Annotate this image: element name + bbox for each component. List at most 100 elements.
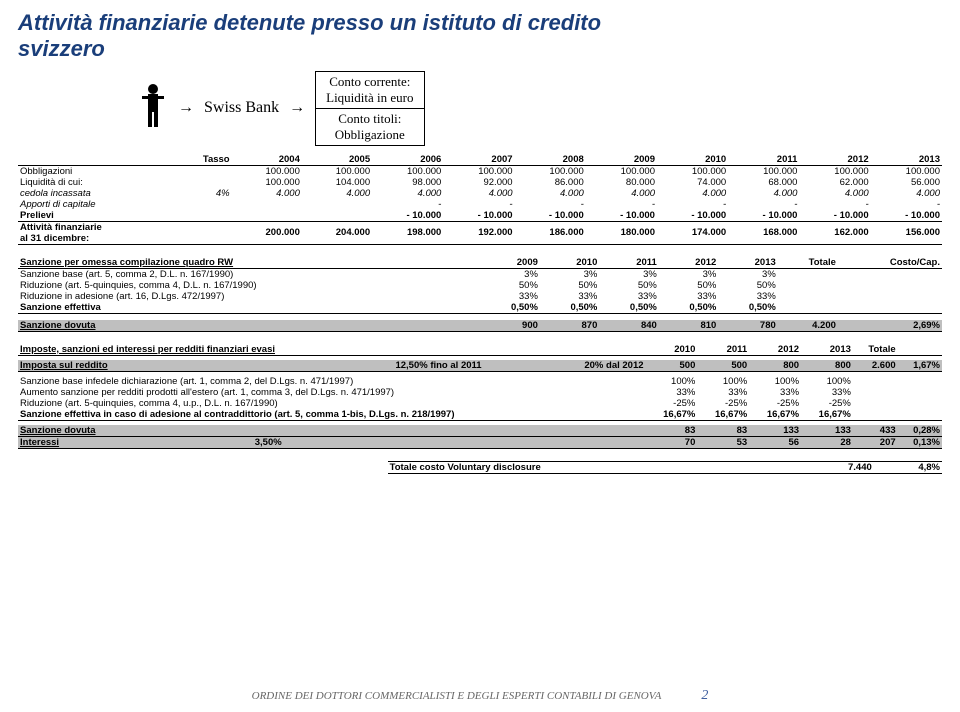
col-header (898, 344, 942, 356)
box-conto-titoli: Conto titoli:Obbligazione (315, 109, 424, 146)
cell: 4.000 (657, 188, 728, 199)
cell: 16,67% (749, 409, 801, 421)
cell: - (443, 199, 514, 210)
col-header: 2012 (749, 344, 801, 356)
cell: 4% (175, 188, 231, 199)
col-header: Sanzione per omessa compilazione quadro … (18, 257, 480, 269)
cell: 20% dal 2012 (484, 360, 646, 372)
col-header: Tasso (175, 154, 231, 166)
cell (898, 398, 942, 409)
sum-cell: Sanzione dovuta (18, 425, 646, 437)
cell: 4.000 (443, 188, 514, 199)
sum-cell: 156.000 (871, 221, 942, 244)
cell: - 10.000 (657, 210, 728, 222)
cell: 2.600 (853, 360, 898, 372)
cell: 33% (718, 291, 777, 302)
col-header: 2012 (659, 257, 718, 269)
cell: 68.000 (728, 177, 799, 188)
sum-cell: 70 (646, 436, 698, 448)
cell: 4.000 (515, 188, 586, 199)
cell: 100.000 (586, 165, 657, 177)
sum-cell: 174.000 (657, 221, 728, 244)
cell: 33% (599, 291, 658, 302)
footer-text: ORDINE DEI DOTTORI COMMERCIALISTI E DEGL… (252, 690, 662, 702)
cell (838, 302, 942, 314)
person-icon (138, 82, 168, 135)
footer: ORDINE DEI DOTTORI COMMERCIALISTI E DEGL… (0, 688, 960, 704)
cell: 33% (540, 291, 599, 302)
col-header: 2011 (599, 257, 658, 269)
col-header: 2011 (697, 344, 749, 356)
bank-label: Swiss Bank (204, 99, 279, 117)
col-header: 2009 (480, 257, 539, 269)
cell: - 10.000 (372, 210, 443, 222)
col-header: 2006 (372, 154, 443, 166)
cell (175, 199, 231, 210)
cell: 100% (646, 376, 698, 387)
cell: Apporti di capitale (18, 199, 175, 210)
cell: - (799, 199, 870, 210)
sum-cell: 186.000 (515, 221, 586, 244)
cell: 4.000 (372, 188, 443, 199)
arrow-icon: → (178, 99, 194, 117)
cell: 100.000 (443, 165, 514, 177)
cell: 100.000 (871, 165, 942, 177)
cell: -25% (749, 398, 801, 409)
cell: -25% (801, 398, 853, 409)
col-header: 2010 (540, 257, 599, 269)
cell (302, 210, 372, 222)
cell: -25% (697, 398, 749, 409)
col-header: 2010 (657, 154, 728, 166)
cell (302, 199, 372, 210)
cell (898, 376, 942, 387)
cell: Sanzione effettiva (18, 302, 480, 314)
cell: Liquidità di cui: (18, 177, 175, 188)
sum-cell: 870 (540, 320, 599, 332)
col-header: 2010 (646, 344, 698, 356)
sum-cell: 207 (853, 436, 898, 448)
col-header: Costo/Cap. (838, 257, 942, 269)
cell: 0,50% (718, 302, 777, 314)
cell: 33% (480, 291, 539, 302)
sum-label: Attività finanziarieal 31 dicembre: (18, 221, 175, 244)
cell: - (515, 199, 586, 210)
sum-cell: 180.000 (586, 221, 657, 244)
sum-cell: 168.000 (728, 221, 799, 244)
cell: Riduzione (art. 5-quinquies, comma 4, D.… (18, 280, 480, 291)
cell: cedola incassata (18, 188, 175, 199)
cell (778, 280, 838, 291)
sum-cell: 0,13% (898, 436, 942, 448)
cell: 33% (801, 387, 853, 398)
cell: 12,50% fino al 2011 (253, 360, 484, 372)
cell: 56.000 (871, 177, 942, 188)
cell: 16,67% (801, 409, 853, 421)
col-header: 2013 (871, 154, 942, 166)
sum-cell: 28 (801, 436, 853, 448)
cell: 50% (718, 280, 777, 291)
cell: 0,50% (599, 302, 658, 314)
arrow-icon: → (289, 99, 305, 117)
cell: 100.000 (657, 165, 728, 177)
cell: 1,67% (898, 360, 942, 372)
cell: 100% (801, 376, 853, 387)
sum-cell: 900 (480, 320, 539, 332)
table-sanzione-rw: Sanzione per omessa compilazione quadro … (18, 257, 942, 332)
cell: Riduzione in adesione (art. 16, D.Lgs. 4… (18, 291, 480, 302)
sum-cell: 840 (599, 320, 658, 332)
cell: - 10.000 (443, 210, 514, 222)
cell: 98.000 (372, 177, 443, 188)
cell (853, 409, 898, 421)
cell (838, 291, 942, 302)
col-header: 2007 (443, 154, 514, 166)
cell: Aumento sanzione per redditi prodotti al… (18, 387, 646, 398)
cell: - 10.000 (871, 210, 942, 222)
table-imposte: Imposte, sanzioni ed interessi per reddi… (18, 344, 942, 449)
cell: Sanzione base (art. 5, comma 2, D.L. n. … (18, 268, 480, 280)
table-attivita: Tasso20042005200620072008200920102011201… (18, 154, 942, 245)
page-title: Attività finanziarie detenute presso un … (18, 10, 942, 63)
cell: 4.000 (302, 188, 372, 199)
sum-cell: 810 (659, 320, 718, 332)
cell: - 10.000 (515, 210, 586, 222)
sum-cell: 3,50% (253, 436, 646, 448)
cell: 100.000 (372, 165, 443, 177)
